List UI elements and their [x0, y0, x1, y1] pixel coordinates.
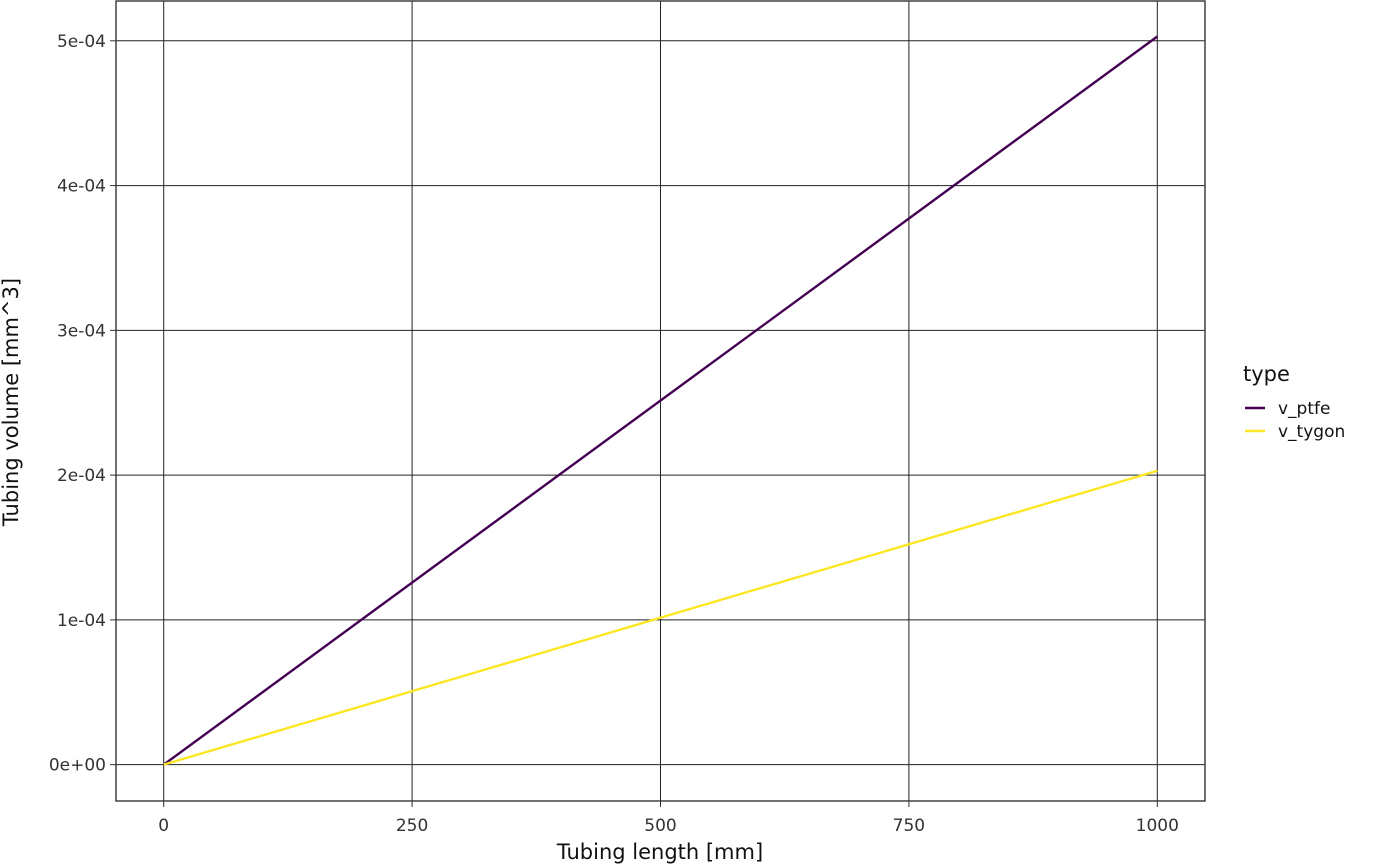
y-tick-label: 4e-04 [57, 177, 106, 197]
x-tick-label: 250 [396, 816, 428, 836]
y-tick-label: 0e+00 [49, 756, 106, 776]
y-axis-ticks: 0e+00 1e-04 2e-04 3e-04 4e-04 5e-04 [49, 32, 116, 776]
y-tick-label: 3e-04 [57, 321, 106, 341]
legend: type v_ptfe v_tygon [1243, 362, 1345, 442]
series-line-v-ptfe [162, 35, 1159, 766]
x-tick-label: 1000 [1136, 816, 1179, 836]
y-tick-label: 2e-04 [57, 466, 106, 486]
y-axis-title: Tubing volume [mm^3] [0, 278, 23, 527]
x-axis-ticks: 0 250 500 750 1000 [158, 801, 1179, 836]
series-lines [162, 35, 1159, 766]
y-tick-label: 1e-04 [57, 611, 106, 631]
x-axis-title: Tubing length [mm] [556, 840, 763, 864]
x-tick-label: 500 [644, 816, 676, 836]
legend-label: v_tygon [1278, 422, 1345, 442]
series-line-v-tygon [163, 469, 1158, 766]
legend-label: v_ptfe [1278, 399, 1330, 419]
x-tick-label: 0 [158, 816, 169, 836]
legend-title: type [1243, 362, 1290, 386]
x-tick-label: 750 [893, 816, 925, 836]
y-tick-label: 5e-04 [57, 32, 106, 52]
grid-lines [116, 1, 1205, 801]
